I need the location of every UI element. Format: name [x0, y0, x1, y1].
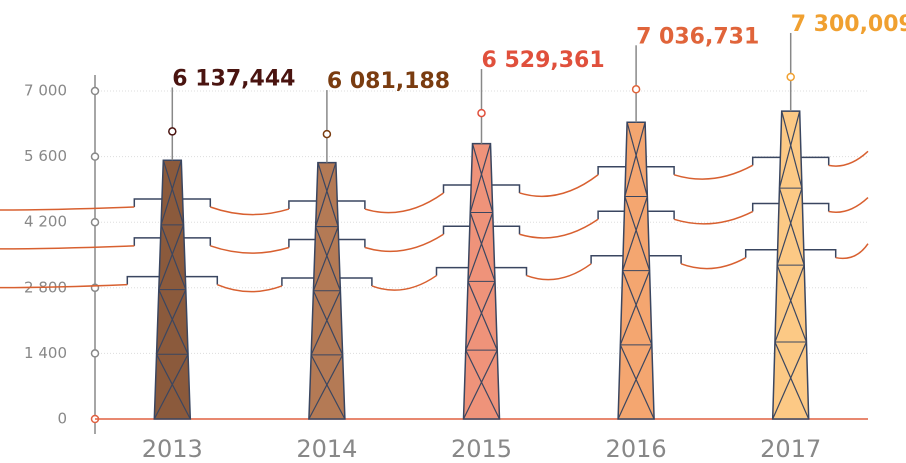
- pylon: [126, 87, 219, 420]
- pylon: [435, 69, 528, 420]
- value-label: 7 036,731: [636, 24, 759, 49]
- lattice: [315, 226, 341, 291]
- lattice: [308, 354, 344, 420]
- y-tick-label: 1 400: [24, 344, 67, 362]
- wire: [0, 150, 869, 216]
- pylon: [281, 90, 373, 420]
- pylon: [744, 32, 837, 420]
- x-tick-label: 2013: [142, 435, 203, 463]
- lattice: [162, 160, 185, 226]
- x-tick-label: 2015: [451, 435, 512, 463]
- lattice: [315, 162, 337, 227]
- lattice: [619, 344, 655, 420]
- value-label: 6 137,444: [172, 66, 295, 91]
- lattice: [626, 122, 648, 197]
- lattice: [467, 281, 498, 351]
- wire: [0, 196, 869, 254]
- lattice: [619, 270, 651, 346]
- lattice: [469, 212, 496, 282]
- lattice: [774, 341, 810, 420]
- value-marker: [322, 129, 332, 139]
- value-marker: [168, 127, 177, 136]
- tick-mark: [90, 217, 100, 227]
- lattice: [158, 224, 185, 290]
- lattice: [467, 212, 494, 282]
- y-tick-label: 0: [57, 410, 67, 428]
- lattice: [317, 162, 339, 227]
- lattice: [462, 349, 498, 420]
- value-marker: [477, 108, 486, 118]
- lattice: [160, 224, 187, 290]
- lattice: [312, 226, 339, 291]
- lattice: [465, 349, 501, 420]
- lattice: [160, 160, 182, 226]
- lattice: [622, 196, 648, 271]
- lattice: [153, 354, 189, 420]
- tick-mark: [90, 152, 100, 161]
- lattice: [624, 122, 646, 197]
- lattice: [310, 290, 341, 356]
- lattice: [158, 289, 189, 355]
- lattice: [778, 111, 801, 189]
- lattice: [774, 264, 805, 343]
- lattice: [312, 290, 344, 356]
- lattice: [156, 289, 187, 355]
- lattice: [156, 354, 191, 420]
- lattice: [776, 264, 808, 343]
- value-marker: [631, 85, 641, 94]
- lattice: [469, 143, 492, 213]
- y-tick-label: 4 200: [24, 213, 67, 231]
- x-tick-label: 2017: [760, 435, 821, 463]
- value-marker: [786, 72, 795, 82]
- wire: [0, 243, 869, 293]
- value-label: 6 081,188: [327, 69, 450, 94]
- lattice: [781, 111, 803, 189]
- x-tick-label: 2014: [296, 435, 357, 463]
- lattice: [622, 270, 653, 346]
- lattice: [310, 354, 346, 420]
- lattice: [624, 196, 651, 271]
- tick-mark: [90, 86, 100, 96]
- x-tick-label: 2016: [606, 435, 667, 463]
- y-tick-label: 5 600: [24, 147, 67, 165]
- lattice: [617, 344, 653, 420]
- pylon: [590, 45, 682, 420]
- value-label: 6 529,361: [482, 48, 605, 73]
- value-label: 7 300,009: [791, 12, 906, 37]
- lattice: [776, 187, 803, 266]
- lattice: [471, 143, 494, 213]
- tick-mark: [90, 349, 100, 358]
- lattice: [465, 281, 496, 351]
- lattice: [778, 187, 805, 266]
- lattice: [772, 341, 807, 420]
- y-tick-label: 7 000: [24, 82, 67, 100]
